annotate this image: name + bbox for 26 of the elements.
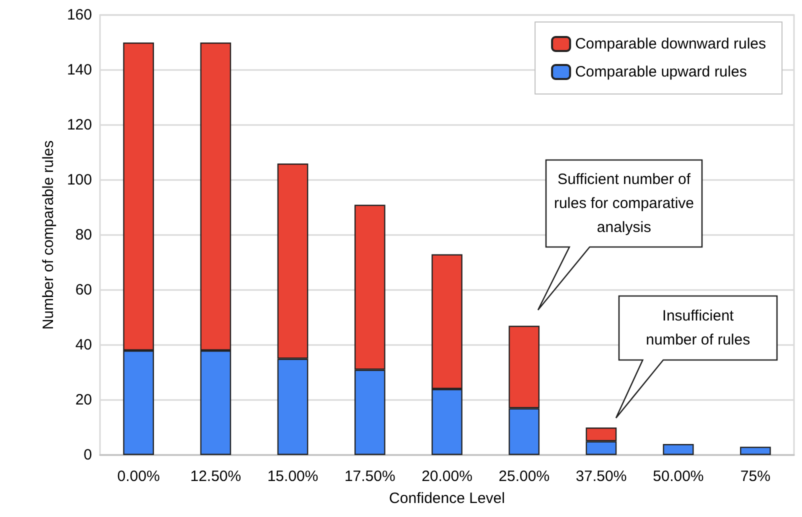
x-tick-label: 75% <box>740 468 770 485</box>
x-tick-label: 37.50% <box>576 468 627 485</box>
x-tick-label: 20.00% <box>422 468 472 485</box>
bar <box>662 444 694 455</box>
x-tick-label: 25.00% <box>498 468 550 485</box>
y-tick-label: 0 <box>84 446 92 464</box>
x-tick-label: 0.00% <box>117 468 160 485</box>
x-tick-label: 17.50% <box>344 468 396 485</box>
y-tick-label: 120 <box>66 116 92 134</box>
y-axis-title: Number of comparable rules <box>40 140 58 330</box>
y-tick-label: 160 <box>66 6 92 24</box>
bar <box>740 446 771 455</box>
legend-label: Comparable upward rules <box>575 64 747 80</box>
annotation: Insufficient number of rules <box>646 308 750 348</box>
annotation: Sufficient number of rules for comparative analysis <box>554 171 694 236</box>
x-tick-label: 12.50% <box>190 468 242 485</box>
y-tick-label: 100 <box>66 172 92 188</box>
x-tick-label: 50.00% <box>652 468 704 485</box>
y-tick-label: 140 <box>66 62 92 78</box>
y-tick-label: 20 <box>75 392 92 408</box>
y-tick-label: 40 <box>75 336 92 354</box>
y-tick-label: 80 <box>75 226 92 244</box>
x-axis-title: Confidence Level <box>389 490 505 507</box>
x-tick-label: 15.00% <box>267 468 318 485</box>
legend-label: Comparable downward rules <box>575 36 766 52</box>
y-tick-label: 60 <box>75 282 92 298</box>
